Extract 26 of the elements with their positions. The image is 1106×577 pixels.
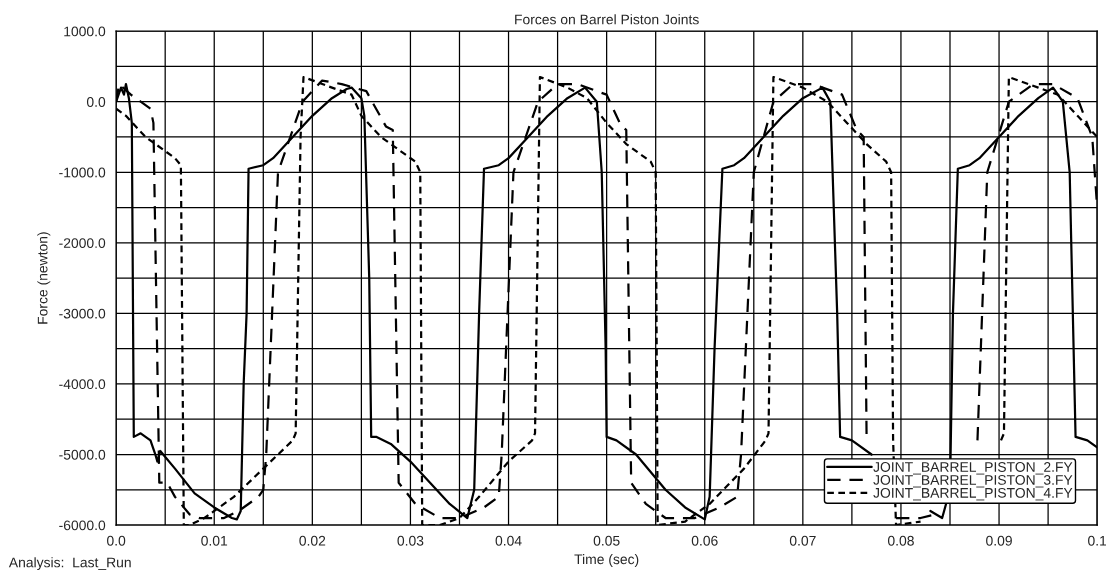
y-tick-label: 0.0 xyxy=(86,97,106,107)
x-tick-label: 0.01 xyxy=(201,535,228,546)
x-tick-label: 0.0 xyxy=(107,535,126,546)
chart-title: Forces on Barrel Piston Joints xyxy=(515,14,699,25)
x-tick-label: 0.07 xyxy=(789,535,816,546)
y-tick-label: -2000.0 xyxy=(59,238,106,248)
x-tick-label: 0.06 xyxy=(691,535,718,546)
x-tick-label: 0.1 xyxy=(1088,535,1106,546)
legend-label: JOINT_BARREL_PISTON_4.FY xyxy=(873,487,1073,501)
y-axis-title: Force (newton) xyxy=(37,232,51,324)
x-tick-label: 0.02 xyxy=(299,535,326,546)
x-tick-label: 0.05 xyxy=(593,535,620,546)
x-tick-label: 0.03 xyxy=(397,535,424,546)
x-tick-label: 0.04 xyxy=(495,535,522,546)
text: Analysis: Last_Run xyxy=(8,557,131,571)
y-tick-label: 1000.0 xyxy=(64,26,106,37)
y-tick-label: -1000.0 xyxy=(59,167,106,178)
y-tick-label: -4000.0 xyxy=(59,379,106,390)
y-tick-label: -3000.0 xyxy=(59,308,106,319)
x-tick-label: 0.09 xyxy=(986,535,1012,546)
y-tick-label: -5000.0 xyxy=(59,449,106,460)
legend-label: JOINT_BARREL_PISTON_3.FY xyxy=(873,475,1073,488)
x-tick-label: 0.08 xyxy=(887,535,914,546)
legend-label: JOINT_BARREL_PISTON_2.FY xyxy=(873,462,1073,475)
x-axis-title: Time (sec) xyxy=(574,553,639,567)
y-tick-label: -6000.0 xyxy=(59,520,106,531)
